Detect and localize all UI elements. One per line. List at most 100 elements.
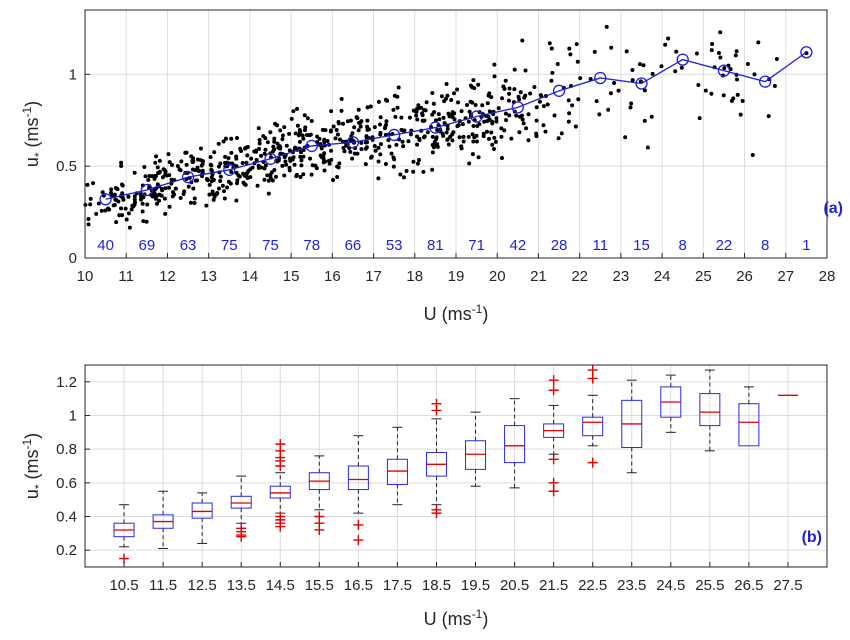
panel-a-x-tick-label: 25 <box>695 268 712 285</box>
panel-a-scatter-point <box>262 166 267 171</box>
panel-a-x-tick-label: 10 <box>77 268 94 285</box>
panel-a-scatter-point <box>170 162 175 167</box>
panel-b-box <box>504 425 526 464</box>
panel-a-scatter-point <box>674 49 679 54</box>
panel-a-scatter-point <box>509 136 514 141</box>
panel-a-scatter-point <box>234 198 239 203</box>
panel-a-scatter-point <box>376 176 381 181</box>
panel-a-scatter-point <box>638 79 643 84</box>
panel-a-scatter-point <box>192 201 197 206</box>
panel-a-scatter-point <box>372 125 377 130</box>
panel-a-scatter-point <box>437 117 442 122</box>
panel-a-scatter-point <box>249 156 254 161</box>
panel-a-scatter-point <box>455 124 460 129</box>
panel-a-scatter-point <box>190 167 195 172</box>
panel-b-box-group <box>191 492 213 544</box>
panel-a-bin-count: 66 <box>345 237 362 254</box>
panel-a-mean-marker <box>346 136 360 149</box>
panel-a-mean-line <box>105 51 807 200</box>
panel-b-box-group <box>738 386 760 447</box>
panel-a-scatter-point <box>163 211 168 216</box>
panel-b-outlier <box>548 486 559 497</box>
panel-a-scatter-point <box>722 66 727 71</box>
panel-a-scatter-point <box>645 145 650 150</box>
panel-b-box-group <box>660 374 682 433</box>
panel-a-scatter-point <box>242 181 247 186</box>
panel-a-scatter-point <box>302 113 307 118</box>
panel-a-mean-marker <box>676 53 689 66</box>
panel-a-scatter-point <box>430 167 435 172</box>
panel-a-scatter-point <box>119 164 124 169</box>
panel-a-scatter-point <box>694 51 699 56</box>
panel-a-scatter-point <box>756 40 761 45</box>
panel-a-scatter-point <box>576 97 581 102</box>
panel-a-x-tick-label: 19 <box>448 268 465 285</box>
panel-a-scatter-point <box>354 115 359 120</box>
panel-a-scatter-point <box>468 83 473 88</box>
panel-a-scatter-point <box>703 88 708 93</box>
panel-a-scatter-point <box>679 65 684 70</box>
panel-a-scatter-point <box>358 124 363 129</box>
panel-a-scatter-point <box>293 131 298 136</box>
panel-a-mean-marker <box>223 163 236 176</box>
panel-a-scatter-point <box>100 190 105 195</box>
panel-a-scatter-point <box>208 162 213 167</box>
panel-a-bin-count: 71 <box>468 237 485 254</box>
panel-b-x-tick-label: 25.5 <box>695 577 724 594</box>
panel-a-scatter-point <box>171 190 176 195</box>
panel-b-x-tick-label: 21.5 <box>539 577 568 594</box>
panel-a-scatter-point <box>493 139 498 144</box>
panel-a-scatter-point <box>245 153 250 158</box>
panel-b-outlier <box>353 519 364 530</box>
panel-a-scatter-point <box>146 177 151 182</box>
panel-a-scatter-point <box>310 163 315 168</box>
panel-b-x-tick-label: 14.5 <box>266 577 295 594</box>
panel-a-scatter-point <box>257 141 262 146</box>
panel-a-scatter-point <box>86 216 91 221</box>
panel-a-grid <box>85 10 827 258</box>
panel-a-scatter-point <box>191 156 196 161</box>
panel-a-scatter-point <box>404 169 409 174</box>
panel-a-scatter-point <box>384 119 389 124</box>
panel-a-scatter-point <box>365 124 370 129</box>
panel-a-scatter-point <box>499 156 504 161</box>
panel-a-scatter-point <box>268 130 273 135</box>
panel-a-bin-count: 28 <box>551 237 568 254</box>
panel-a-x-tick-label: 18 <box>406 268 423 285</box>
panel-a-scatter-point <box>474 133 479 138</box>
panel-a-scatter-point <box>628 105 633 110</box>
panel-a-scatter-point <box>608 91 613 96</box>
panel-a-scatter-point <box>356 107 361 112</box>
panel-a-scatter-point <box>336 120 341 125</box>
panel-a-bin-count: 69 <box>138 237 155 254</box>
panel-a-scatter-point <box>335 175 340 180</box>
panel-a-scatter-point <box>280 163 285 168</box>
panel-a-scatter-point <box>144 219 149 224</box>
panel-a-scatter-point <box>257 146 262 151</box>
panel-a-scatter-point <box>434 137 439 142</box>
panel-a-scatter-point <box>474 139 479 144</box>
panel-a-scatter-point <box>85 182 90 187</box>
panel-a-scatter-point <box>485 129 490 134</box>
panel-a-scatter-point <box>449 97 454 102</box>
panel-a-scatter-point <box>398 172 403 177</box>
panel-a-scatter-point <box>520 117 525 122</box>
panel-a-x-tick-label: 14 <box>242 268 259 285</box>
panel-a-x-tick-label: 16 <box>324 268 341 285</box>
panel-a-scatter-point <box>467 109 472 114</box>
panel-a-scatter-point <box>272 136 277 141</box>
panel-a-scatter-point <box>407 115 412 120</box>
panel-a-scatter-point <box>456 100 461 105</box>
panel-a-scatter-point <box>236 173 241 178</box>
panel-a-scatter-point <box>486 93 491 98</box>
panel-a-scatter-point <box>147 173 152 178</box>
panel-a-scatter-point <box>123 206 128 211</box>
panel-a-scatter-point <box>235 135 240 140</box>
panel-a-scatter-point <box>414 113 419 118</box>
panel-a-scatter-point <box>697 116 702 121</box>
panel-a-scatter-point <box>328 129 333 134</box>
panel-a-scatter-point <box>460 122 465 127</box>
panel-a-scatter-point <box>541 123 546 128</box>
panel-a-scatter-point <box>400 139 405 144</box>
panel-a-scatter-point <box>301 136 306 141</box>
